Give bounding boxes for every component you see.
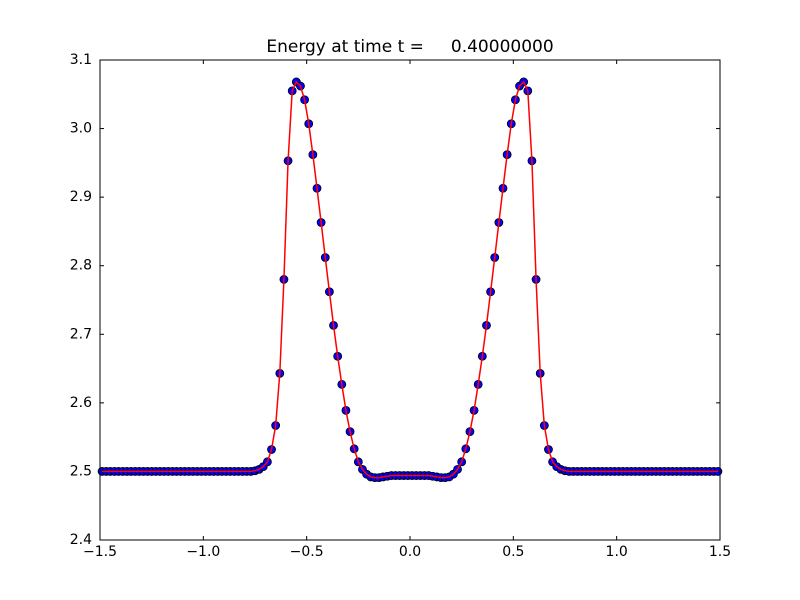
chart-title: Energy at time t = 0.40000000 bbox=[266, 37, 553, 57]
x-tick-label: 0.5 bbox=[502, 544, 524, 560]
x-tick-label: 0.0 bbox=[399, 544, 421, 560]
x-tick-label: 1.5 bbox=[709, 544, 731, 560]
x-tick-label: −0.5 bbox=[290, 544, 324, 560]
y-tick-label: 2.8 bbox=[70, 258, 92, 274]
y-tick-label: 2.4 bbox=[70, 532, 92, 548]
data-line bbox=[102, 80, 718, 479]
y-tick-label: 3.0 bbox=[70, 121, 92, 137]
y-tick-label: 3.1 bbox=[70, 52, 92, 68]
y-tick-label: 2.6 bbox=[70, 395, 92, 411]
y-tick-label: 2.7 bbox=[70, 326, 92, 342]
y-tick-label: 2.9 bbox=[70, 189, 92, 205]
x-tick-label: −1.5 bbox=[83, 544, 117, 560]
plot-frame bbox=[99, 59, 721, 541]
y-tick-label: 2.5 bbox=[70, 463, 92, 479]
x-tick-label: −1.0 bbox=[186, 544, 220, 560]
x-tick-label: 1.0 bbox=[606, 544, 628, 560]
